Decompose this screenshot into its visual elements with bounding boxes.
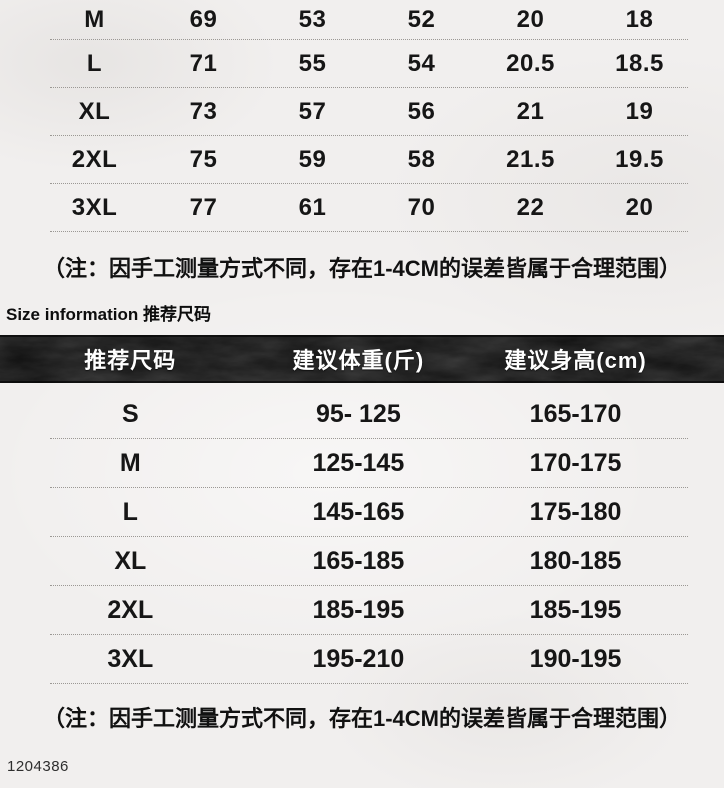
weight-range-value: 195-210: [312, 645, 405, 673]
measurement-value-5: 18.5: [615, 50, 664, 77]
weight-range-value: 145-165: [312, 498, 405, 526]
measurement-value-2: 55: [298, 50, 327, 77]
measurement-value-1: 75: [189, 146, 218, 173]
section-heading-zh: 推荐尺码: [142, 305, 211, 324]
measurement-value-4: 21.5: [506, 146, 555, 173]
weight-range-value: 185-195: [312, 596, 405, 624]
measurement-table: M 69 53 52 20 18 L 71 55 54 20.5 18.5 XL…: [0, 0, 724, 232]
height-range-value: 175-180: [529, 498, 622, 526]
measurement-value-3: 58: [407, 146, 436, 173]
size-info-row: M 125-145 170-175: [0, 439, 724, 488]
header-col-height: 建议身高(cm): [504, 348, 647, 373]
measurement-value-1: 69: [189, 6, 218, 33]
crumpled-paper-texture: [0, 335, 724, 383]
size-label: 2XL: [107, 596, 154, 624]
measurement-value-2: 53: [298, 6, 327, 33]
size-label: L: [122, 498, 138, 526]
measurement-value-2: 59: [298, 146, 327, 173]
measurement-table-row: 2XL 75 59 58 21.5 19.5: [0, 136, 724, 184]
size-info-note: （注：因手工测量方式不同，存在1-4CM的误差皆属于合理范围）: [42, 706, 681, 731]
measurement-value-1: 77: [189, 194, 218, 221]
size-info-table: S 95- 125 165-170 M 125-145 170-175 L 14…: [0, 390, 724, 684]
measurement-value-3: 56: [407, 98, 436, 125]
section-heading-en: Size information: [6, 305, 139, 324]
size-info-row: L 145-165 175-180: [0, 488, 724, 537]
height-range-value: 165-170: [529, 400, 622, 428]
measurement-value-5: 20: [625, 194, 654, 221]
size-info-table-header: 推荐尺码 建议体重(斤) 建议身高(cm): [0, 335, 724, 383]
size-label: M: [119, 449, 141, 477]
measurement-value-2: 61: [298, 194, 327, 221]
size-label: XL: [114, 547, 147, 575]
measurement-value-3: 52: [407, 6, 436, 33]
measurement-value-3: 70: [407, 194, 436, 221]
height-range-value: 190-195: [529, 645, 622, 673]
measurement-value-4: 20: [516, 6, 545, 33]
measurement-value-1: 73: [189, 98, 218, 125]
size-info-row: XL 165-185 180-185: [0, 537, 724, 586]
height-range-value: 180-185: [529, 547, 622, 575]
measurement-value-4: 22: [516, 194, 545, 221]
size-info-row: 2XL 185-195 185-195: [0, 586, 724, 635]
measurement-table-row: 3XL 77 61 70 22 20: [0, 184, 724, 232]
measurement-value-3: 54: [407, 50, 436, 77]
measurement-value-2: 57: [298, 98, 327, 125]
image-id-number: 1204386: [7, 758, 69, 775]
measurement-table-row: M 69 53 52 20 18: [0, 0, 724, 40]
measurement-note: （注：因手工测量方式不同，存在1-4CM的误差皆属于合理范围）: [42, 256, 681, 281]
size-label: M: [84, 6, 105, 33]
size-info-row: S 95- 125 165-170: [0, 390, 724, 439]
measurement-value-1: 71: [189, 50, 218, 77]
measurement-value-5: 18: [625, 6, 654, 33]
weight-range-value: 165-185: [312, 547, 405, 575]
size-label: 3XL: [107, 645, 154, 673]
weight-range-value: 95- 125: [315, 400, 401, 428]
height-range-value: 170-175: [529, 449, 622, 477]
size-label: S: [121, 400, 139, 428]
size-label: 3XL: [71, 194, 118, 221]
size-info-row: 3XL 195-210 190-195: [0, 635, 724, 684]
measurement-value-4: 21: [516, 98, 545, 125]
section-heading: Size information 推荐尺码: [0, 304, 724, 326]
header-col-size: 推荐尺码: [84, 348, 177, 373]
header-col-weight: 建议体重(斤): [292, 348, 425, 373]
weight-range-value: 125-145: [312, 449, 405, 477]
size-label: 2XL: [71, 146, 118, 173]
measurement-value-5: 19.5: [615, 146, 664, 173]
height-range-value: 185-195: [529, 596, 622, 624]
measurement-table-row: L 71 55 54 20.5 18.5: [0, 40, 724, 88]
measurement-table-row: XL 73 57 56 21 19: [0, 88, 724, 136]
size-label: L: [86, 50, 103, 77]
measurement-value-5: 19: [625, 98, 654, 125]
measurement-value-4: 20.5: [506, 50, 555, 77]
size-label: XL: [78, 98, 111, 125]
